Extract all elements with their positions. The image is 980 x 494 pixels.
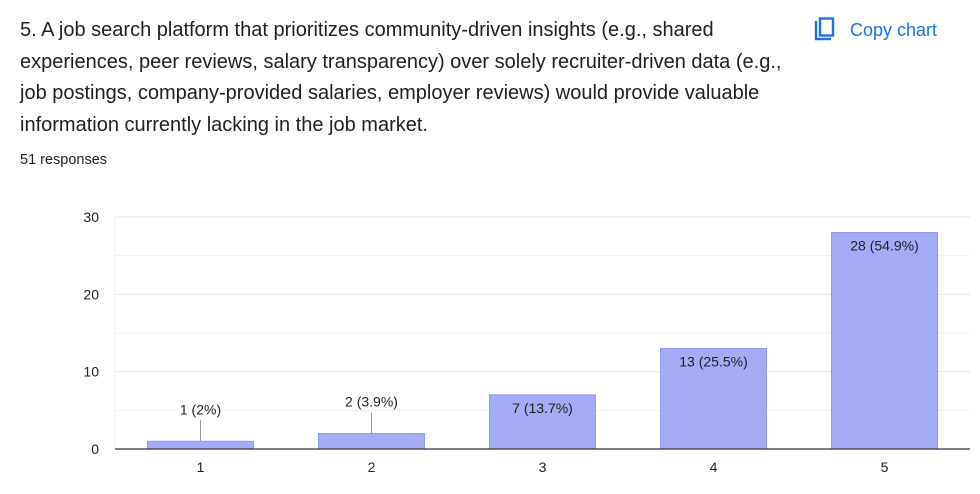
data-label: 2 (3.9%) [345,394,398,410]
x-tick-label: 4 [710,459,718,475]
y-tick-label: 20 [83,286,99,302]
response-count: 51 responses [20,152,108,168]
copy-icon [812,17,836,43]
copy-chart-button[interactable]: Copy chart [812,14,937,46]
bar-1 [146,440,255,450]
y-tick-label: 30 [83,209,99,225]
y-tick-label: 0 [91,441,99,457]
x-tick-label: 1 [197,459,205,475]
data-label: 1 (2%) [180,401,221,417]
data-label: 28 (54.9%) [850,237,918,253]
y-tick-label: 10 [83,364,99,380]
data-label: 13 (25.5%) [679,353,747,369]
bar-3 [488,394,597,450]
x-tick-label: 5 [881,459,889,475]
x-tick-label: 2 [368,459,376,475]
copy-chart-label: Copy chart [850,19,938,40]
bar-4 [659,347,768,450]
bar-2 [317,433,426,450]
x-tick-label: 3 [539,459,547,475]
bar-5 [830,231,939,450]
data-label: 7 (13.7%) [512,400,573,416]
question-title: 5. A job search platform that prioritize… [20,19,782,136]
